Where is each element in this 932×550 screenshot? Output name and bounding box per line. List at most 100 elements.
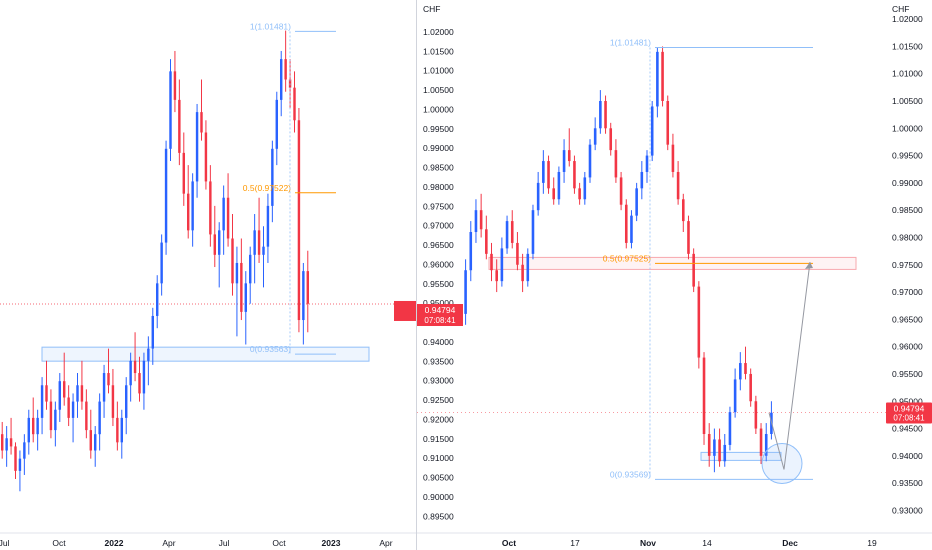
candle [306,271,310,304]
left-chart-panel[interactable]: 1(1.01481) 0.5(0.97522) 0(0.93563) Jul Oct 20… [0,0,416,550]
candle [749,373,752,402]
candle [36,417,39,435]
candle [18,458,22,471]
x-tick-label: 17 [570,538,580,548]
candle [222,197,225,231]
candle [209,181,212,235]
left-axis-tick-label: 1.00500 [423,85,454,95]
candle [650,106,654,156]
candle [728,412,732,445]
candle [687,221,690,254]
left-axis-tick-label: 0.96500 [423,240,454,250]
candle [40,385,44,418]
y-tick-label: 0.95000 [892,396,923,406]
candle [191,181,194,231]
left-axis-tick-label: 0.90500 [423,473,454,483]
candle [204,132,208,182]
candle [169,71,172,149]
price-label-bg [394,300,416,321]
candle [151,315,155,349]
candle [164,148,168,243]
candle [624,204,628,243]
candle [284,59,287,80]
candle [266,205,270,247]
candle [490,253,493,271]
candle [599,100,602,129]
candle [536,182,540,211]
left-chart[interactable]: 1(1.01481) 0.5(0.97522) 0(0.93563) Jul Oct 20… [0,0,416,550]
panel-divider[interactable] [416,0,417,550]
candle [155,283,159,316]
candle [609,128,613,151]
candle [567,150,571,162]
candle [485,229,488,254]
candle [49,401,53,431]
left-axis-tick-label: 0.95500 [423,279,454,289]
left-price-label-countdown: 07:08:41 [424,316,456,325]
candle [262,246,265,255]
candle [89,430,93,451]
candle [542,161,545,183]
y-tick-label: 1.00500 [892,96,923,106]
candle [9,438,13,447]
candle [98,401,101,435]
candle [253,230,256,255]
left-axis-tick-label: 0.89500 [423,511,454,521]
y-tick-label: 0.93000 [892,505,923,515]
left-axis-tick-label: 1.01500 [423,46,454,56]
candle [217,230,221,255]
candle [240,262,243,312]
candle [697,286,701,358]
candle [510,221,514,243]
candle [279,59,283,100]
candle [516,242,519,265]
y-tick-label: 0.93500 [892,478,923,488]
candle [31,417,35,435]
candle [661,51,664,101]
candle [129,360,132,386]
left-price-label-bg [417,304,463,326]
candle [733,379,737,413]
left-axis-tick-label: 0.99500 [423,124,454,134]
candle [619,177,623,205]
candle [464,270,467,314]
x-tick-label: Jul [0,538,10,548]
candle [474,210,478,233]
candle [681,199,685,222]
left-axis-tick-label: 0.90000 [423,492,454,502]
candle [124,385,128,418]
projection-arrow-head [805,262,813,270]
candle [195,112,199,182]
candle [754,401,758,429]
right-currency-label: CHF [892,4,909,14]
candle [200,112,203,133]
left-axis-tick-label: 0.95000 [423,298,454,308]
candle [573,161,576,189]
left-axis-tick-label: 0.93500 [423,356,454,366]
fib-zone-box[interactable] [41,346,370,362]
candle [521,264,524,282]
candle [562,150,566,172]
left-axis-tick-label: 0.91500 [423,434,454,444]
candle [71,401,75,418]
candle [116,417,119,443]
candle [764,434,768,456]
candle [578,188,581,200]
right-chart-panel[interactable]: CHF 1.02000 1.01500 1.01000 1.00500 1.00000 0.… [417,0,932,550]
left-axis-tick-label: 0.91000 [423,453,454,463]
left-axis-tick-label: 0.92500 [423,395,454,405]
candle [248,254,252,284]
x-tick-label: 2022 [105,538,124,548]
y-tick-label: 1.01000 [892,69,923,79]
candle [102,373,106,402]
x-tick-label: Apr [162,538,175,548]
right-chart[interactable]: CHF1.020001.015001.010001.005001.000000.… [417,0,932,550]
candle [640,171,644,189]
left-axis-tick-label: 0.96000 [423,259,454,269]
candle [244,283,248,312]
candle [297,120,301,321]
candle [635,188,638,216]
y-tick-label: 1.01500 [892,41,923,51]
candle [147,348,150,361]
left-axis-tick-label: 0.93000 [423,376,454,386]
